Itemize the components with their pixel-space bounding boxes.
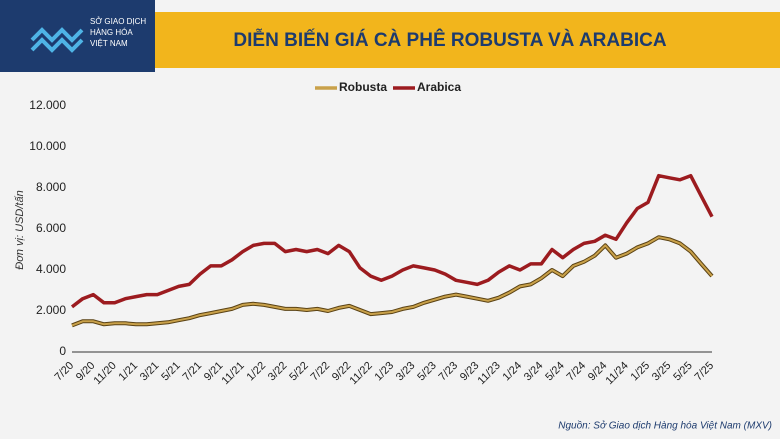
y-tick-label: 2.000 [36,303,66,317]
logo-icon [30,27,84,53]
logo-text: HÀNG HÓA [90,28,133,37]
y-tick-label: 4.000 [36,262,66,276]
y-tick-label: 12.000 [29,98,66,112]
y-tick-label: 6.000 [36,221,66,235]
logo-text: VIỆT NAM [90,39,128,48]
series-line [71,236,713,327]
y-tick-label: 0 [59,344,66,358]
chart-title: DIỄN BIẾN GIÁ CÀ PHÊ ROBUSTA VÀ ARABICA [233,29,666,51]
title-banner [140,12,780,68]
y-tick-label: 8.000 [36,180,66,194]
series-line [70,173,714,309]
y-axis-label: Đơn vị: USD/tấn [14,190,26,269]
source-note: Nguồn: Sở Giao dịch Hàng hóa Việt Nam (M… [558,420,772,432]
legend-label: Arabica [417,80,461,94]
logo-text: SỞ GIAO DỊCH [90,17,146,26]
y-tick-label: 10.000 [29,139,66,153]
legend-label: Robusta [339,80,387,94]
